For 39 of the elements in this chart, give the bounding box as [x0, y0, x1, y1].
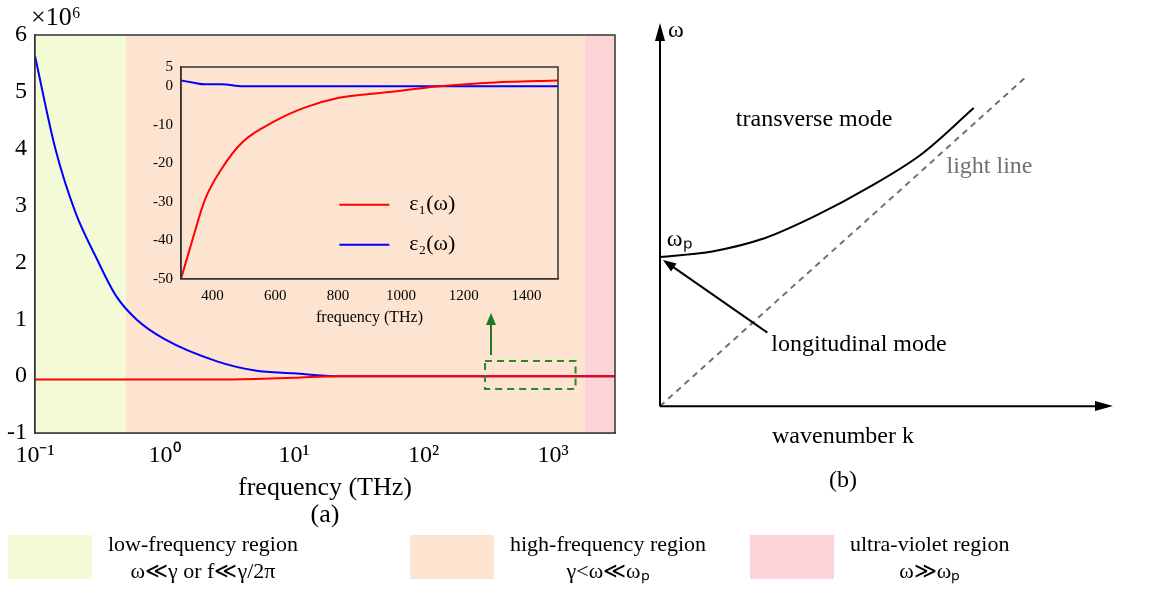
y-tick-label: 3 — [14, 190, 27, 217]
y-tick-label: 5 — [14, 77, 27, 104]
x-tick-label: 800 — [326, 286, 350, 303]
y-tick-label: 5 — [165, 57, 173, 74]
x-tick-label: 1400 — [511, 286, 542, 303]
x-axis-title: wavenumber k — [772, 421, 914, 448]
legend-label: low-frequency region ω≪γ or f≪γ/2π — [108, 530, 298, 584]
x-tick-label: 10¹ — [278, 440, 310, 467]
text: ×10⁶ — [30, 1, 81, 31]
annotation: ωₚ — [666, 224, 693, 252]
x-tick-label: 10⁰ — [148, 440, 181, 467]
legend-label: ultra-violet region ω≫ωₚ — [850, 530, 1010, 584]
x-tick-label: 10² — [408, 440, 440, 467]
y-tick-label: 4 — [14, 134, 27, 161]
x-tick-label: 10³ — [537, 440, 569, 467]
y-tick-label: -10 — [153, 115, 173, 132]
x-axis-title: frequency (THz) — [238, 472, 412, 502]
y-tick-label: -50 — [153, 269, 173, 286]
text: (b) — [829, 466, 857, 493]
y-tick-label: 6 — [14, 20, 27, 47]
y-tick-label: 0 — [14, 361, 27, 388]
x-tick-label: 1000 — [385, 286, 416, 303]
y-tick-label: 2 — [14, 247, 27, 274]
x-tick-label: 1200 — [448, 286, 479, 303]
annotation: longitudinal mode — [771, 329, 947, 356]
annotation: transverse mode — [735, 104, 893, 131]
y-tick-label: 1 — [14, 304, 27, 331]
legend-label: ε₁(ω) — [409, 190, 456, 216]
y-tick-label: -20 — [153, 154, 173, 171]
x-axis-title: frequency (THz) — [315, 307, 424, 326]
y-tick-label: 0 — [165, 77, 173, 94]
annotation: light line — [946, 151, 1033, 178]
y-axis-title: ω — [668, 16, 684, 43]
legend-label: high-frequency region γ<ω≪ωₚ — [510, 530, 707, 584]
legend-label: ε₂(ω) — [409, 230, 456, 256]
y-tick-label: -40 — [153, 231, 173, 248]
x-tick-label: 400 — [201, 286, 224, 303]
x-tick-label: 600 — [264, 286, 287, 303]
y-tick-label: -30 — [153, 192, 173, 209]
